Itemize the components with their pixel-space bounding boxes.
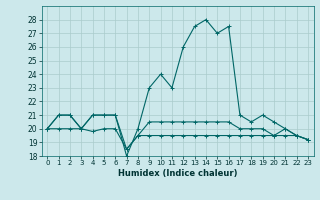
X-axis label: Humidex (Indice chaleur): Humidex (Indice chaleur) bbox=[118, 169, 237, 178]
